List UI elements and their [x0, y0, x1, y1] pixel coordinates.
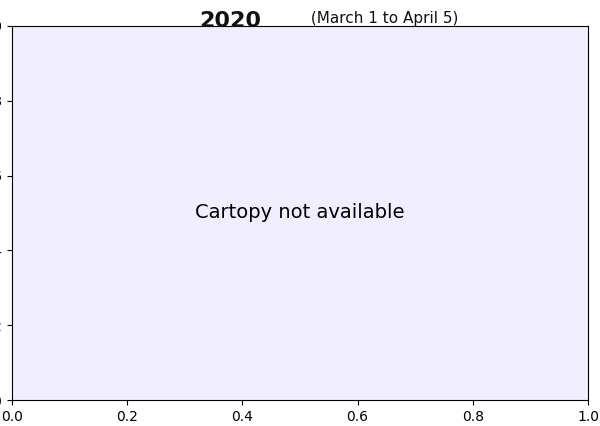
Text: (March 1 to April 5): (March 1 to April 5)	[306, 11, 458, 26]
Text: Cartopy not available: Cartopy not available	[195, 204, 405, 222]
Text: 2020: 2020	[199, 11, 261, 31]
